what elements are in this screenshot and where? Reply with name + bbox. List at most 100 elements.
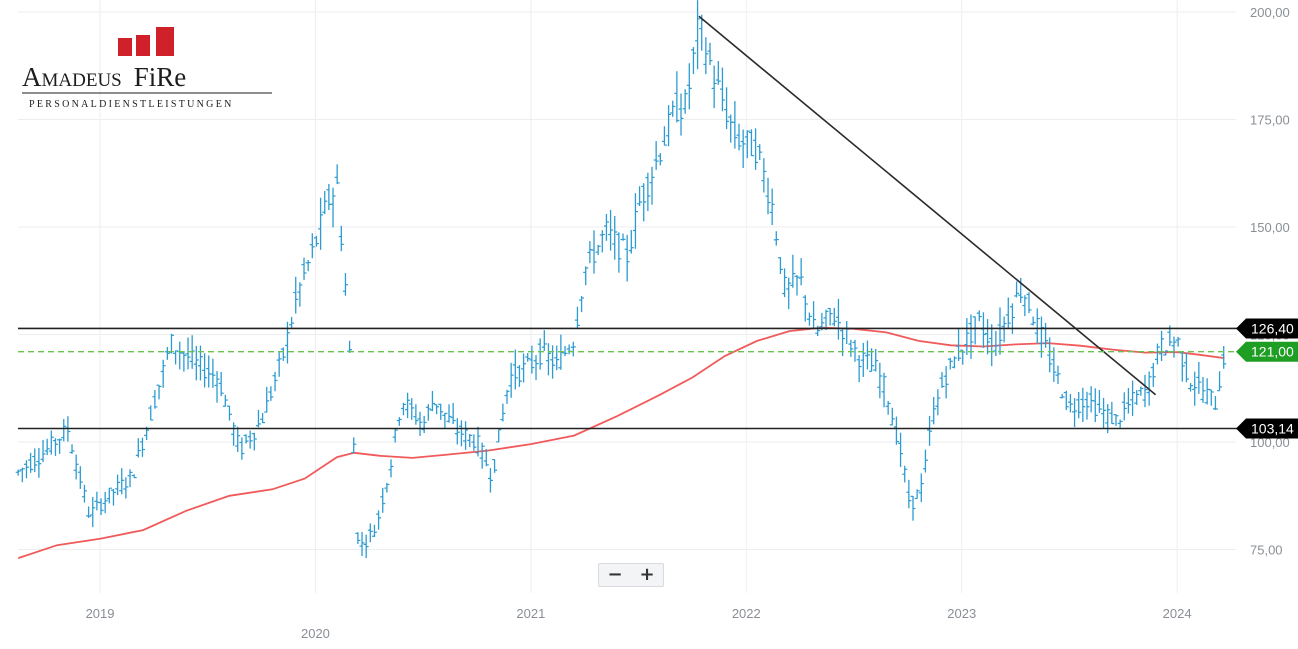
price-bar: [632, 193, 638, 249]
price-bar: [1059, 393, 1065, 399]
price-bar: [947, 357, 953, 370]
price-bar: [235, 426, 241, 453]
price-bar: [922, 449, 928, 473]
price-bar: [202, 353, 208, 388]
price-bar: [52, 438, 58, 456]
price-bar: [545, 343, 551, 376]
price-bar: [1113, 414, 1119, 426]
price-bar: [496, 429, 502, 443]
price-bar: [562, 345, 568, 357]
price-bar: [798, 258, 804, 286]
price-bar: [384, 482, 390, 493]
price-bar: [115, 474, 121, 496]
price-bar: [1055, 365, 1061, 384]
price-bar: [777, 257, 783, 274]
price-bar: [628, 230, 634, 254]
price-bar: [380, 487, 386, 513]
y-tick-label: 175,00: [1250, 113, 1290, 128]
logo-bar-2: [136, 35, 150, 56]
price-bar: [264, 386, 270, 413]
price-bar: [1014, 281, 1020, 298]
price-bar: [682, 89, 688, 114]
price-bar: [1130, 380, 1136, 416]
price-bar: [1171, 336, 1177, 358]
y-tick-label: 200,00: [1250, 5, 1290, 20]
price-bar: [226, 405, 232, 421]
zoom-in-button[interactable]: +: [639, 564, 655, 585]
price-bar: [1179, 351, 1185, 382]
moving-average-line: [17, 326, 1225, 559]
price-bar: [831, 307, 837, 327]
price-bar: [272, 371, 278, 392]
price-bar: [429, 391, 435, 412]
price-bar: [446, 404, 452, 423]
price-bar: [313, 235, 319, 247]
price-bar: [36, 447, 42, 478]
x-tick-label: 2019: [86, 606, 115, 621]
price-bar: [371, 524, 377, 537]
price-bar: [98, 498, 104, 515]
price-bar: [48, 430, 54, 455]
price-bar: [40, 439, 46, 463]
price-bar: [620, 233, 626, 241]
price-bar: [711, 65, 717, 109]
price-bar: [761, 158, 767, 193]
price-bar: [152, 390, 158, 409]
price-bar: [214, 371, 220, 403]
y-tick-label: 75,00: [1250, 543, 1283, 558]
price-bar: [442, 412, 448, 428]
price-bar: [32, 448, 38, 473]
price-bar: [355, 532, 361, 544]
price-bar: [73, 454, 79, 480]
price-bar: [487, 468, 493, 493]
price-bar: [943, 366, 949, 399]
price-bar: [599, 230, 605, 253]
price-bar: [864, 340, 870, 370]
price-bar: [471, 434, 477, 451]
price-bar: [769, 188, 775, 226]
price-bar: [1022, 295, 1028, 317]
price-bars: [15, 0, 1227, 559]
price-bar: [512, 349, 518, 390]
price-bar: [972, 316, 978, 345]
price-bar: [678, 93, 684, 136]
price-bar: [927, 415, 933, 446]
logo-bar-1: [118, 38, 132, 56]
price-bar: [1092, 388, 1098, 423]
price-bar: [293, 276, 299, 314]
price-bar: [110, 488, 116, 506]
price-bar: [1026, 292, 1032, 314]
price-bar: [119, 468, 125, 495]
price-bar: [1159, 330, 1165, 362]
price-bar: [603, 214, 609, 241]
price-bar: [297, 282, 303, 307]
price-bar: [392, 428, 398, 443]
price-bar: [173, 350, 179, 365]
price-bar: [139, 437, 145, 457]
price-bar: [1125, 388, 1131, 414]
price-bar: [276, 352, 282, 377]
price-bar: [434, 404, 440, 415]
price-bar: [417, 411, 423, 436]
price-bar: [1088, 386, 1094, 413]
price-bar: [1163, 350, 1169, 356]
level-badge-label: 103,14: [1251, 420, 1294, 436]
price-bar: [674, 71, 680, 123]
price-bar: [591, 230, 597, 274]
price-bar: [255, 409, 261, 428]
price-bar: [1208, 389, 1214, 406]
price-bar: [1134, 390, 1140, 405]
price-bar: [322, 191, 328, 215]
price-bar: [467, 433, 473, 448]
price-bar: [1212, 395, 1218, 410]
price-bar: [156, 384, 162, 400]
price-bar: [806, 312, 812, 326]
zoom-out-button[interactable]: −: [607, 564, 623, 585]
price-bar: [1030, 316, 1036, 326]
y-tick-label: 100,00: [1250, 435, 1290, 450]
price-bar: [500, 403, 506, 422]
price-bar: [848, 339, 854, 357]
price-bar: [724, 87, 730, 130]
